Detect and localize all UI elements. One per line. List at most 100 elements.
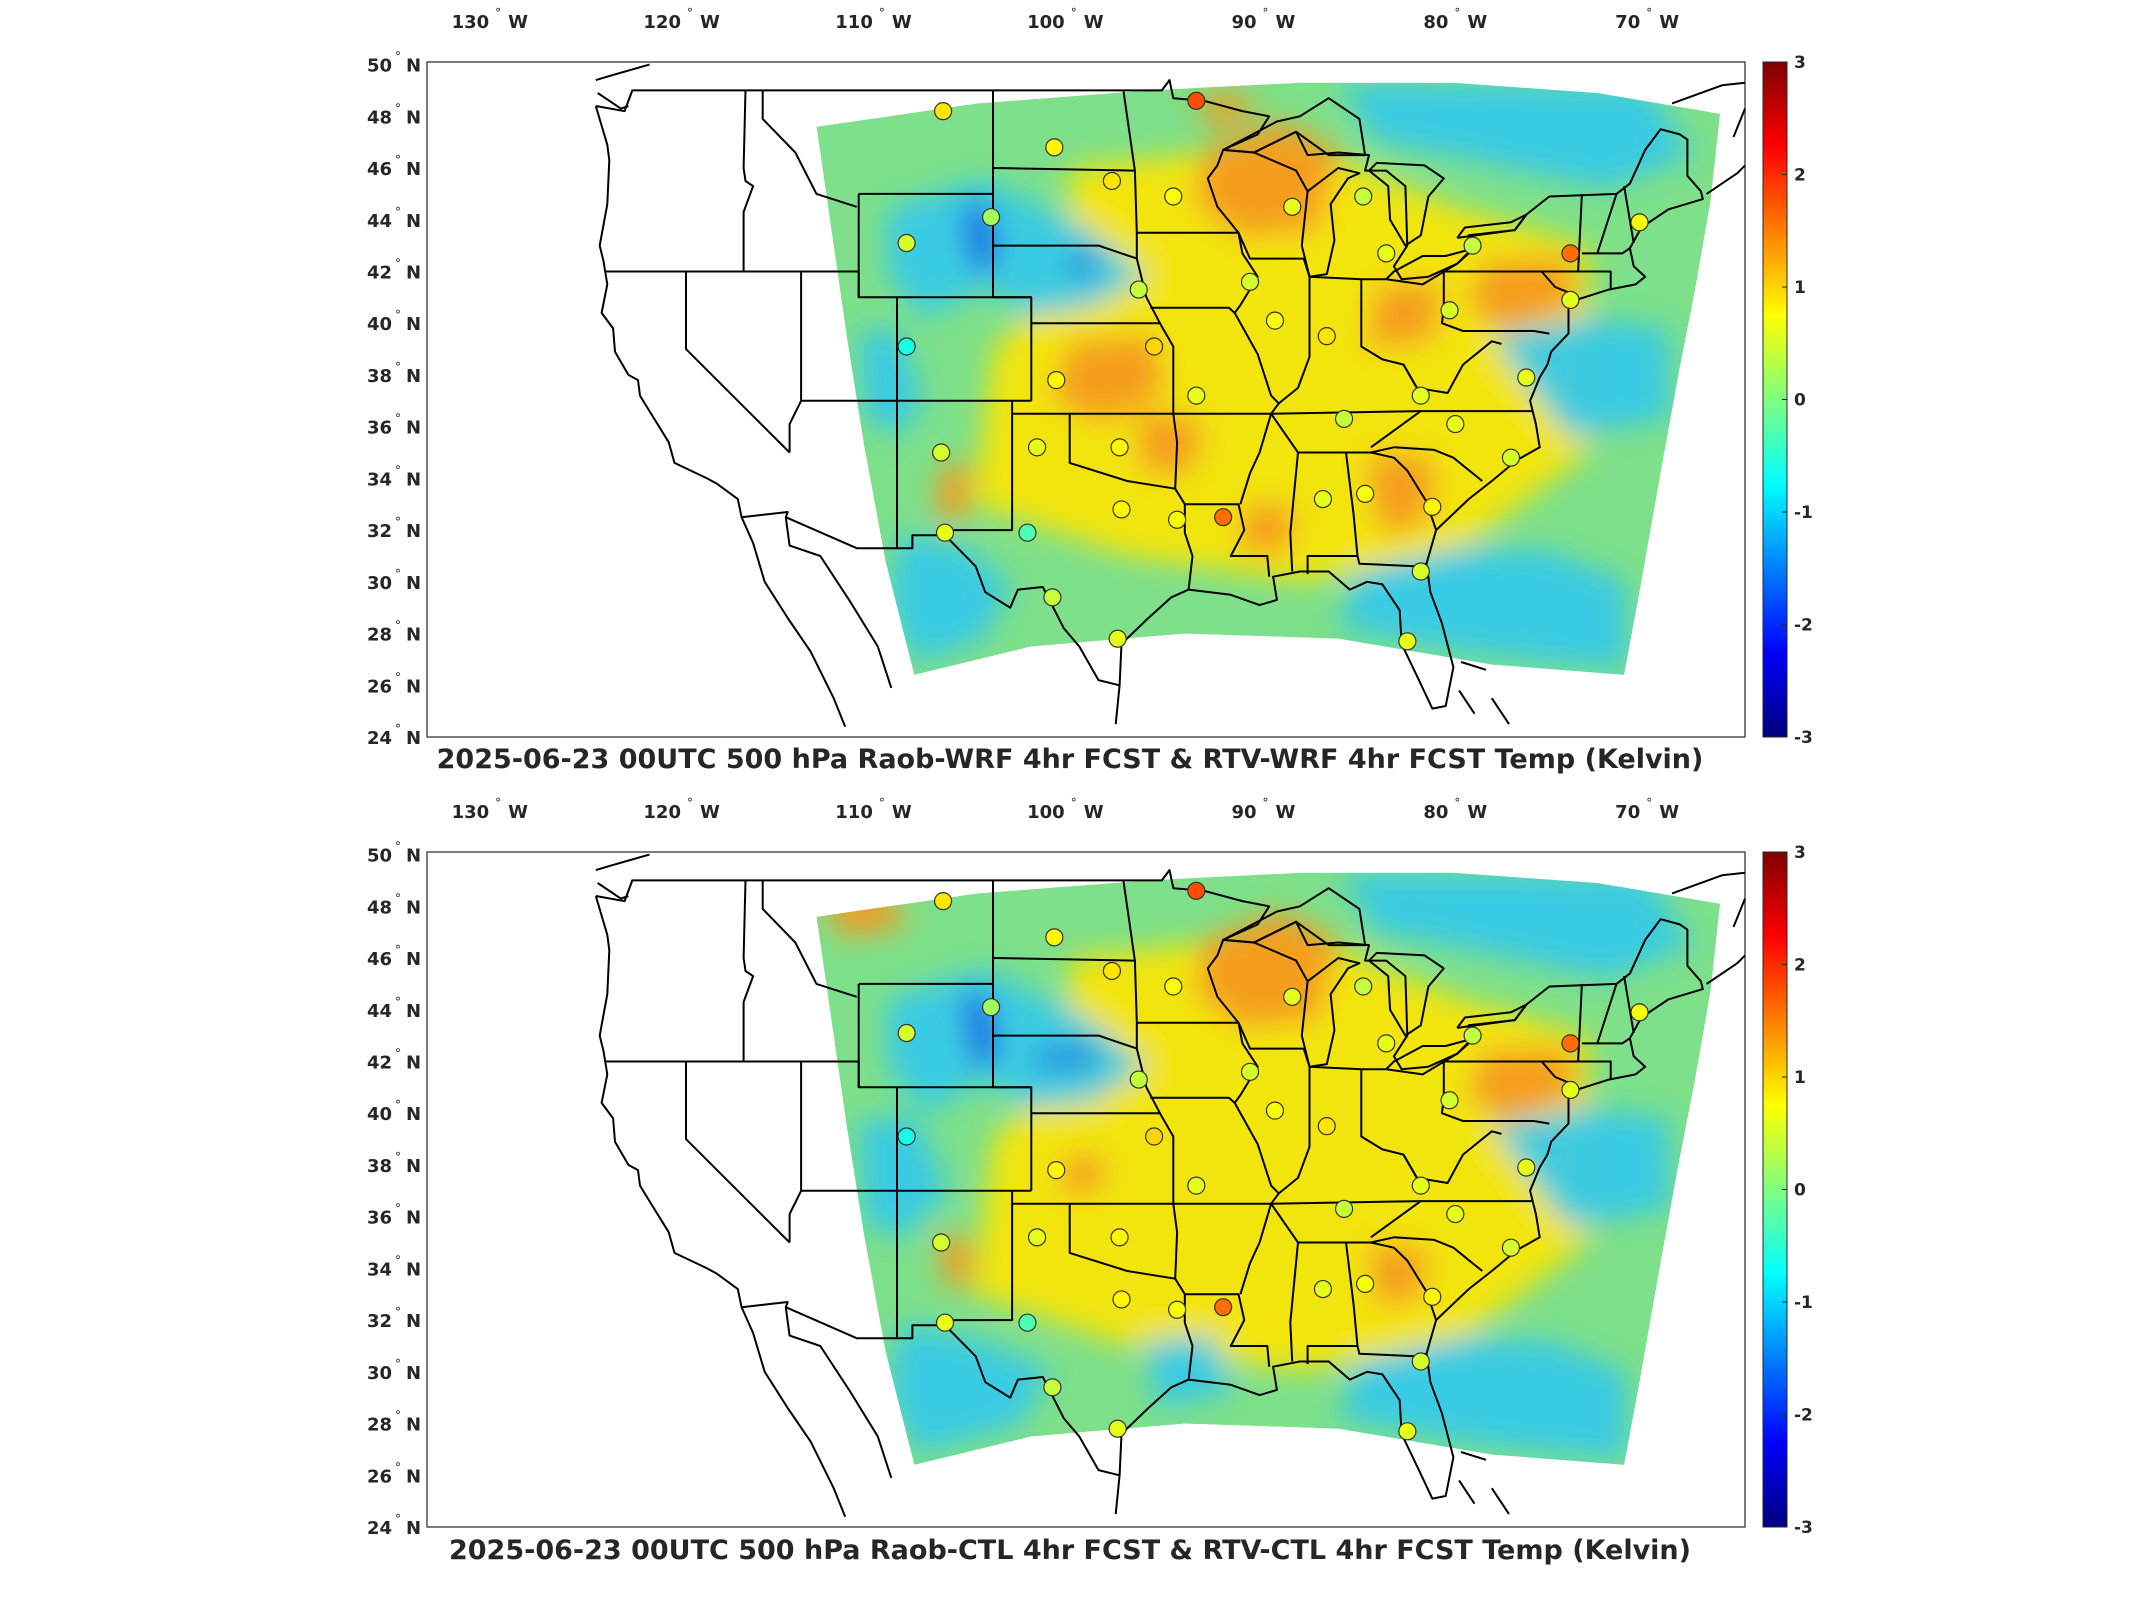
lon-tick-label: 80: [1423, 12, 1448, 33]
lat-tick-label: 30: [367, 1363, 392, 1384]
raob-station-marker: [1411, 1176, 1430, 1195]
lat-hemisphere-label: N: [406, 469, 421, 490]
raob-station-marker: [1164, 977, 1183, 996]
state-border: [1596, 193, 1618, 254]
colorbar-tick-label: -1: [1794, 503, 1813, 523]
state-border: [1150, 1096, 1236, 1104]
degree-symbol: °: [395, 1512, 401, 1526]
state-border: [1136, 1021, 1304, 1050]
raob-station-marker: [1317, 1117, 1336, 1136]
lat-hemisphere-label: N: [406, 211, 421, 232]
raob-station-marker: [1630, 1003, 1649, 1022]
lat-hemisphere-label: N: [406, 1415, 421, 1436]
lon-tick-label: 70: [1615, 802, 1640, 823]
lat-hemisphere-label: N: [406, 1259, 421, 1280]
lon-tick-label: 130: [452, 802, 490, 823]
lon-hemisphere-label: W: [508, 12, 528, 33]
lat-tick-label: 32: [367, 521, 392, 542]
coastline: [597, 882, 629, 900]
lake-outline: [1222, 97, 1367, 157]
degree-symbol: °: [395, 891, 401, 905]
degree-symbol: °: [395, 1202, 401, 1216]
lon-tick-label: 90: [1231, 12, 1256, 33]
lake-outline: [1456, 213, 1528, 239]
raob-station-marker: [1317, 327, 1336, 346]
lon-tick-label: 120: [643, 12, 681, 33]
lat-tick-label: 34: [367, 469, 392, 490]
coastline: [595, 853, 650, 872]
colorbar-tick-label: -3: [1794, 1518, 1813, 1538]
lat-hemisphere-label: N: [406, 366, 421, 387]
raob-station-marker: [1411, 386, 1430, 405]
degree-symbol: °: [395, 256, 401, 270]
raob-station-marker: [1501, 1238, 1521, 1257]
map-svg-bottom: 130 ° W 120 ° W 110 ° W 100 ° W 90 ° W 80 ° W 70 ° W50 ° N48 ° N…: [367, 796, 1813, 1539]
raob-station-marker: [1018, 1313, 1037, 1332]
colorbar-tick-label: 0: [1794, 391, 1806, 411]
lake-outline: [1456, 1003, 1528, 1029]
state-border: [1309, 1065, 1387, 1071]
degree-symbol: °: [395, 1253, 401, 1267]
map-outlines: [594, 853, 1746, 1518]
lat-hemisphere-label: N: [406, 625, 421, 646]
degree-symbol: °: [395, 1150, 401, 1164]
colorbar-tick-label: 2: [1794, 166, 1806, 186]
state-border: [761, 880, 858, 998]
lat-hemisphere-label: N: [406, 1518, 421, 1539]
lon-hemisphere-label: W: [1276, 12, 1296, 33]
degree-symbol: °: [495, 796, 501, 810]
lat-tick-label: 50: [367, 56, 392, 77]
lat-tick-label: 36: [367, 1208, 392, 1229]
coastline: [595, 63, 650, 82]
raob-station-marker: [1561, 290, 1580, 310]
lat-tick-label: 44: [367, 211, 392, 232]
raob-station-marker: [1398, 1422, 1417, 1441]
state-border: [1184, 1293, 1271, 1367]
lon-tick-label: 80: [1423, 802, 1448, 823]
raob-station-marker: [1446, 414, 1465, 434]
lon-hemisphere-label: W: [1467, 12, 1487, 33]
raob-station-marker: [1334, 409, 1354, 428]
raob-station-marker: [1446, 1204, 1465, 1224]
state-border: [1596, 983, 1618, 1044]
lat-hemisphere-label: N: [406, 1052, 421, 1073]
lat-tick-label: 40: [367, 1104, 392, 1125]
state-border: [1402, 340, 1502, 394]
lat-hemisphere-label: N: [406, 897, 421, 918]
lat-tick-label: 26: [367, 676, 392, 697]
lat-tick-label: 46: [367, 949, 392, 970]
colorbar-tick-label: -1: [1794, 1293, 1813, 1313]
state-border: [742, 880, 755, 1062]
state-border: [1068, 413, 1186, 505]
degree-symbol: °: [1071, 796, 1077, 810]
state-border: [1122, 90, 1161, 324]
raob-station-marker: [1110, 438, 1129, 457]
lat-tick-label: 28: [367, 625, 392, 646]
degree-symbol: °: [879, 796, 885, 810]
state-border: [1623, 975, 1635, 1034]
coastline: [784, 1307, 893, 1479]
state-border: [1150, 306, 1236, 314]
degree-symbol: °: [395, 101, 401, 115]
state-border: [992, 167, 1135, 172]
coastline: [784, 517, 893, 689]
state-border: [685, 1061, 791, 1244]
degree-symbol: °: [1646, 6, 1652, 20]
lat-tick-label: 38: [367, 366, 392, 387]
raob-station-marker: [1045, 138, 1064, 157]
coastline: [1671, 81, 1746, 105]
degree-symbol: °: [395, 1357, 401, 1371]
degree-symbol: °: [395, 308, 401, 322]
degree-symbol: °: [395, 670, 401, 684]
state-border: [1068, 1203, 1186, 1295]
coastline: [1706, 954, 1746, 985]
degree-symbol: °: [395, 943, 401, 957]
raob-station-marker: [1411, 1352, 1430, 1371]
raob-station-marker: [1398, 632, 1417, 651]
lat-hemisphere-label: N: [406, 521, 421, 542]
raob-station-marker: [1108, 629, 1127, 648]
degree-symbol: °: [395, 153, 401, 167]
raob-station-marker: [1112, 500, 1131, 519]
map-svg-top: 130 ° W 120 ° W 110 ° W 100 ° W 90 ° W 80 ° W 70 ° W50 ° N48 ° N…: [367, 6, 1813, 749]
degree-symbol: °: [687, 796, 693, 810]
